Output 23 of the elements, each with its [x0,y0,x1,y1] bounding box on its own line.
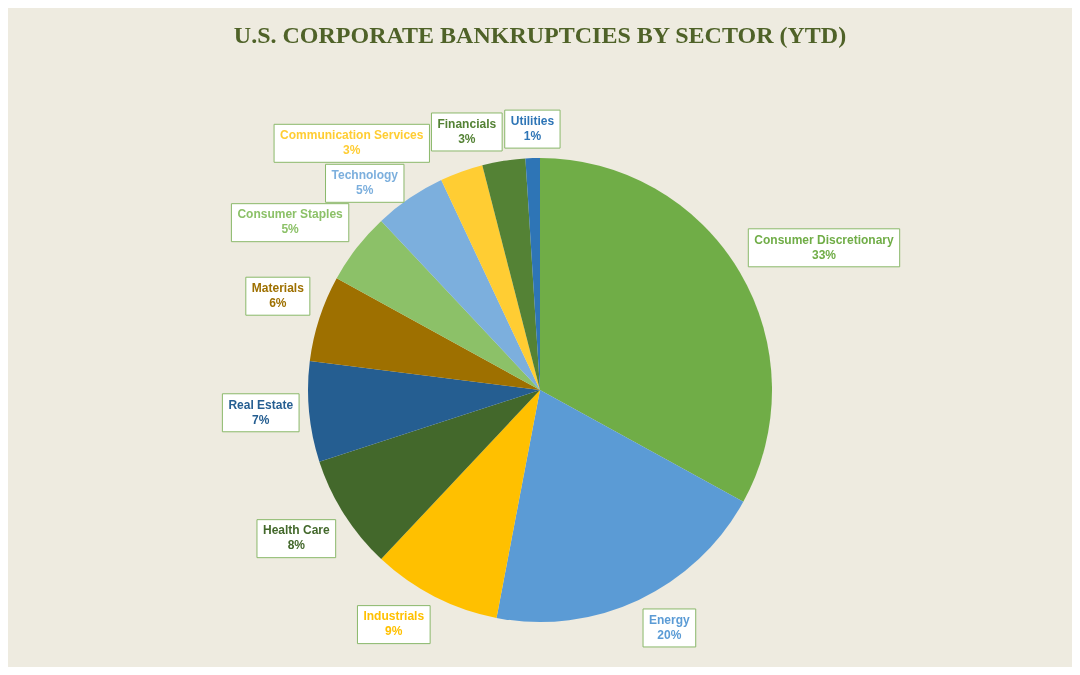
data-label: 5% [356,183,374,198]
slice-label: Materials [251,281,305,296]
slice-label: Technology [331,168,399,183]
slice-label: Utilities [510,113,555,128]
slice-label: Financials [437,116,497,131]
data-label: 8% [287,538,306,553]
data-label: 7% [252,412,270,427]
slice-label: Energy [649,612,691,627]
slice-label: Health Care [262,523,330,538]
data-label: 5% [281,222,300,237]
chart-title: U.S. CORPORATE BANKRUPTCIES BY SECTOR (YTD) [232,21,848,50]
data-label: 3% [458,131,476,146]
data-label: 6% [269,296,287,311]
data-label: 33% [811,247,837,262]
data-label: 20% [657,627,682,642]
slice-label: Real Estate [228,397,294,412]
data-label: 3% [343,143,361,158]
data-label: 1% [523,128,542,143]
slice-label: Consumer Discretionary [754,232,894,247]
slice-label: Communication Services [280,128,424,143]
slice-label: Industrials [363,609,425,624]
slice-label: Consumer Staples [237,207,344,222]
data-label: 9% [385,624,403,639]
